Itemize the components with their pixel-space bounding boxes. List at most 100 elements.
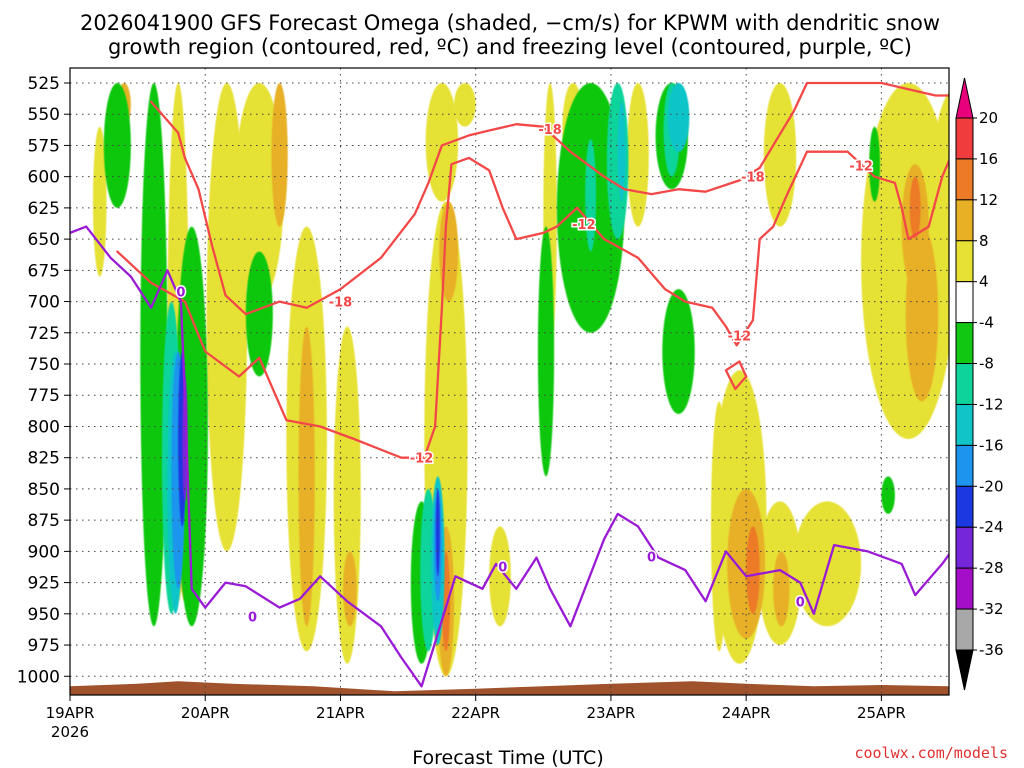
y-tick-label-800: 800 (28, 417, 60, 437)
y-tick-label-525: 525 (28, 74, 60, 94)
colorbar-swatch-2 (955, 158, 974, 201)
contour-label-12: 0 (647, 550, 656, 565)
colorbar-label-5: -4 (979, 314, 994, 332)
omega-cell-4-6 (454, 82, 476, 127)
contour-label-2: -18 (538, 123, 562, 138)
x-tick-label-20APR: 20APR (181, 704, 230, 722)
x-tick-label-25APR: 25APR (857, 704, 906, 722)
x-tick-sublabel-19APR: 2026 (51, 723, 89, 741)
colorbar-swatch-4 (955, 240, 974, 283)
omega-cell-8-9 (905, 226, 939, 402)
colorbar-label-10: -24 (979, 518, 1004, 536)
colorbar-swatch-5 (955, 281, 974, 324)
omega-cell-neg12-2 (667, 82, 690, 152)
y-tick-label-750: 750 (28, 355, 60, 375)
contour-label-6: -12 (849, 159, 873, 174)
colorbar-swatch-13 (955, 608, 974, 651)
omega-cell-4-15 (793, 501, 862, 627)
omega-cell-12-0 (746, 526, 760, 614)
colorbar-label-4: 4 (979, 273, 989, 291)
omega-cell-neg4-1 (140, 82, 168, 627)
credit-text: coolwx.com/models (854, 744, 1008, 762)
colorbar-label-7: -12 (979, 395, 1004, 413)
contour-label-0: -18 (329, 296, 353, 311)
omega-cell-4-8 (489, 526, 511, 627)
omega-cell-neg4-3 (245, 251, 273, 377)
y-tick-label-700: 700 (28, 293, 60, 313)
omega-cell-neg4-12 (881, 476, 895, 514)
colorbar: 20 16 12 8 4 -4 -8 -12 -16 -20 -24 -28 -32 -36 (955, 77, 1004, 691)
contour-label-3: -12 (572, 218, 596, 233)
colorbar-label-9: -20 (979, 477, 1004, 495)
omega-cell-8-7 (773, 551, 790, 627)
contour-line-0 (116, 150, 949, 459)
omega-cell-8-1 (271, 82, 288, 227)
x-tick-label-21APR: 21APR (316, 704, 365, 722)
contour-line-2 (70, 225, 949, 688)
omega-cell-4-19 (1017, 189, 1024, 251)
omega-cell-8-3 (298, 326, 315, 627)
colorbar-label-2: 12 (979, 191, 998, 209)
y-tick-label-675: 675 (28, 261, 60, 281)
contour-label-11: 0 (498, 560, 507, 575)
colorbar-swatch-7 (955, 363, 974, 405)
colorbar-label-6: -8 (979, 355, 994, 373)
contour-label-layer: -18 -12 -18 -12 -12 -18 -12 0 0 0 0 0 (175, 122, 874, 627)
x-tick-label-22APR: 22APR (451, 704, 500, 722)
y-tick-label-550: 550 (28, 105, 60, 125)
y-tick-label-875: 875 (28, 511, 60, 531)
colorbar-swatch-12 (955, 567, 974, 610)
chart-title-line-2: growth region (contoured, red, ºC) and f… (108, 35, 912, 59)
chart-title-line-1: 2026041900 GFS Forecast Omega (shaded, −… (80, 11, 940, 35)
omega-cell-4-17 (935, 91, 949, 206)
colorbar-label-11: -28 (979, 559, 1004, 577)
y-tick-label-825: 825 (28, 449, 60, 469)
colorbar-swatch-6 (955, 322, 974, 365)
omega-cell-neg4-9 (869, 126, 881, 202)
contour-label-13: 0 (796, 595, 805, 610)
colorbar-label-8: -16 (979, 436, 1004, 454)
grid-layer (70, 68, 949, 695)
contour-label-1: -12 (410, 452, 434, 467)
omega-shading-layer (92, 82, 1024, 677)
y-tick-label-725: 725 (28, 324, 60, 344)
colorbar-swatch-1 (955, 117, 974, 160)
x-tick-label-24APR: 24APR (722, 704, 771, 722)
terrain-fill (70, 681, 949, 695)
colorbar-label-1: 16 (979, 150, 998, 168)
y-tick-label-950: 950 (28, 605, 60, 625)
x-tick-label-19APR: 19APR (46, 704, 95, 722)
omega-cell-neg20-1 (435, 488, 440, 577)
colorbar-label-13: -36 (979, 641, 1004, 659)
omega-cell-neg8-4 (585, 139, 597, 252)
contour-line-5 (724, 360, 748, 391)
contour-line-4 (1017, 383, 1024, 433)
x-axis-title: Forecast Time (UTC) (412, 747, 603, 768)
omega-cell-neg4-8 (662, 289, 695, 414)
contour-line-1 (149, 81, 949, 316)
omega-cell-4-11 (627, 82, 649, 227)
y-tick-label-775: 775 (28, 386, 60, 406)
contour-label-5: -18 (741, 171, 765, 186)
omega-cell-neg4-7 (537, 226, 555, 477)
y-tick-label-650: 650 (28, 230, 60, 250)
y-tick-label-975: 975 (28, 636, 60, 656)
omega-cell-8-2 (343, 551, 357, 627)
contour-label-4: -12 (728, 329, 752, 344)
colorbar-swatch-10 (955, 485, 974, 528)
y-tick-label-850: 850 (28, 480, 60, 500)
colorbar-swatch-11 (955, 526, 974, 569)
colorbar-label-3: 8 (979, 232, 989, 250)
colorbar-bottom-triangle (955, 649, 974, 691)
y-tick-label-625: 625 (28, 199, 60, 219)
colorbar-label-12: -32 (979, 600, 1004, 618)
colorbar-top-triangle (955, 77, 974, 119)
x-tick-label-23APR: 23APR (587, 704, 636, 722)
colorbar-swatch-3 (955, 199, 974, 242)
contour-label-10: 0 (248, 610, 257, 625)
y-tick-label-575: 575 (28, 136, 60, 156)
colorbar-label-0: 20 (979, 109, 998, 127)
colorbar-swatch-9 (955, 444, 974, 487)
